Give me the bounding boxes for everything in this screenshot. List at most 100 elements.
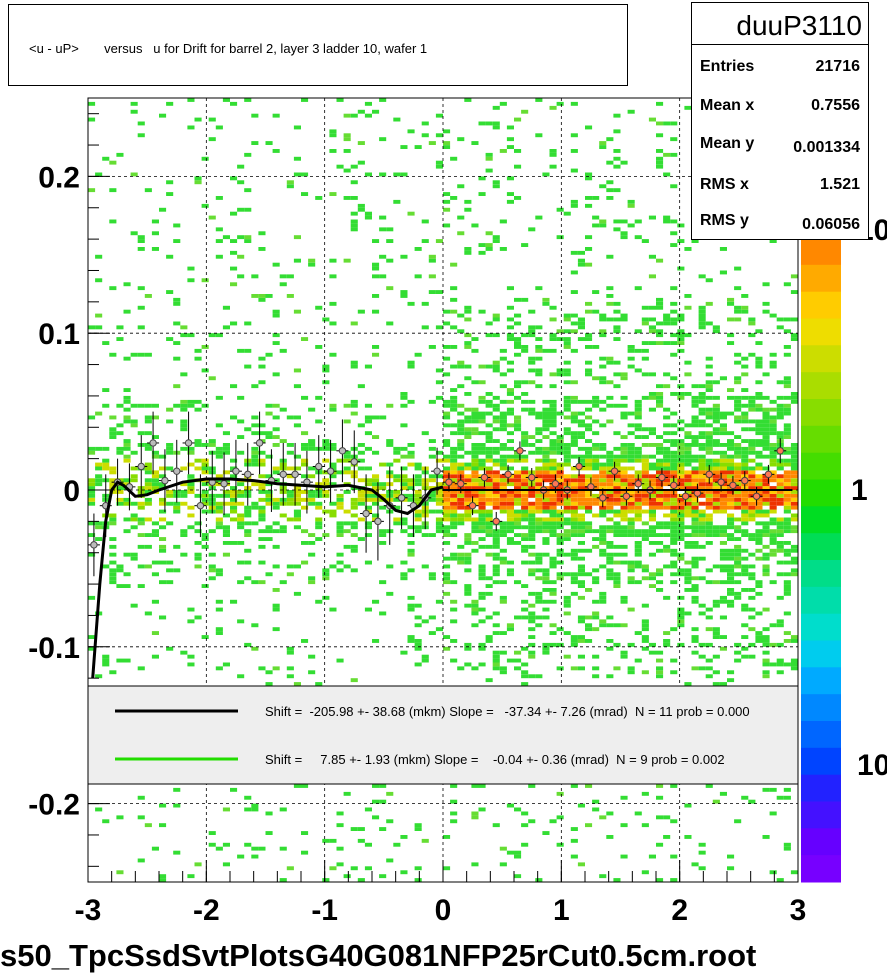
heatmap-cell	[343, 529, 351, 534]
heatmap-cell	[755, 360, 763, 365]
heatmap-cell	[471, 784, 479, 788]
heatmap-cell	[570, 443, 578, 447]
heatmap-cell	[201, 368, 209, 373]
heatmap-cell	[585, 478, 593, 483]
heatmap-cell	[776, 658, 784, 663]
heatmap-cell	[123, 415, 131, 420]
heatmap-cell	[95, 807, 103, 812]
heatmap-cell	[698, 544, 706, 549]
heatmap-cell	[286, 501, 294, 506]
heatmap-cell	[719, 497, 727, 502]
heatmap-cell	[528, 533, 536, 537]
heatmap-cell	[478, 525, 486, 530]
heatmap-cell	[535, 98, 543, 102]
heatmap-cell	[613, 560, 621, 565]
heatmap-cell	[783, 446, 791, 451]
heatmap-cell	[421, 325, 429, 330]
heatmap-cell	[549, 642, 557, 647]
heatmap-cell	[620, 486, 628, 490]
heatmap-cell	[634, 517, 642, 522]
heatmap-cell	[293, 466, 301, 471]
heatmap-cell	[549, 439, 557, 443]
heatmap-cell	[336, 823, 344, 828]
heatmap-cell	[762, 533, 770, 537]
heatmap-cell	[343, 168, 351, 173]
heatmap-cell	[535, 215, 543, 220]
heatmap-cell	[485, 501, 493, 506]
heatmap-cell	[301, 784, 309, 788]
heatmap-cell	[173, 321, 181, 326]
heatmap-cell	[705, 458, 713, 463]
heatmap-cell	[762, 552, 770, 557]
heatmap-cell	[343, 458, 351, 463]
heatmap-cell	[606, 403, 614, 408]
heatmap-cell	[528, 443, 536, 447]
heatmap-cell	[769, 505, 777, 510]
heatmap-cell	[521, 674, 529, 679]
heatmap-cell	[428, 399, 436, 404]
heatmap-cell	[464, 517, 472, 522]
heatmap-cell	[556, 525, 564, 530]
heatmap-cell	[606, 286, 614, 291]
heatmap-cell	[528, 509, 536, 514]
heatmap-cell	[648, 482, 656, 487]
heatmap-cell	[734, 478, 742, 483]
heatmap-cell	[606, 395, 614, 400]
heatmap-cell	[506, 493, 514, 498]
heatmap-cell	[308, 258, 316, 263]
heatmap-cell	[577, 482, 585, 487]
heatmap-cell	[606, 576, 614, 581]
heatmap-cell	[563, 458, 571, 463]
heatmap-cell	[663, 466, 671, 471]
heatmap-cell	[556, 517, 564, 522]
heatmap-cell	[528, 435, 536, 439]
heatmap-cell	[130, 101, 138, 106]
heatmap-cell	[627, 411, 635, 416]
heatmap-cell	[691, 384, 699, 389]
heatmap-cell	[585, 301, 593, 306]
heatmap-cell	[478, 364, 486, 369]
heatmap-cell	[592, 454, 600, 459]
heatmap-cell	[549, 623, 557, 628]
heatmap-cell	[577, 505, 585, 510]
heatmap-cell	[144, 188, 152, 193]
heatmap-cell	[414, 509, 422, 514]
heatmap-cell	[727, 493, 735, 498]
heatmap-cell	[656, 486, 664, 490]
heatmap-cell	[755, 454, 763, 459]
heatmap-cell	[159, 548, 167, 553]
heatmap-cell	[414, 662, 422, 667]
heatmap-cell	[286, 474, 294, 479]
heatmap-cell	[727, 458, 735, 463]
heatmap-cell	[499, 497, 507, 502]
heatmap-cell	[755, 329, 763, 334]
heatmap-cell	[144, 544, 152, 549]
fit-curve-black	[91, 477, 444, 679]
heatmap-cell	[592, 674, 600, 679]
heatmap-cell	[414, 497, 422, 502]
stat-value: 1.521	[819, 176, 860, 193]
heatmap-cell	[315, 517, 323, 522]
heatmap-cell	[727, 580, 735, 585]
heatmap-cell	[776, 325, 784, 330]
heatmap-cell	[450, 450, 458, 455]
heatmap-cell	[492, 666, 500, 671]
heatmap-cell	[634, 403, 642, 408]
heatmap-cell	[705, 439, 713, 443]
heatmap-cell	[606, 466, 614, 471]
heatmap-cell	[485, 478, 493, 483]
heatmap-cell	[386, 439, 394, 443]
heatmap-cell	[407, 635, 415, 639]
heatmap-cell	[577, 556, 585, 561]
heatmap-cell	[244, 576, 252, 581]
heatmap-cell	[379, 486, 387, 490]
heatmap-cell	[783, 329, 791, 334]
heatmap-cell	[88, 482, 96, 487]
heatmap-cell	[159, 501, 167, 506]
heatmap-cell	[599, 423, 607, 428]
heatmap-cell	[357, 501, 365, 506]
heatmap-cell	[535, 439, 543, 443]
heatmap-cell	[656, 450, 664, 455]
heatmap-cell	[535, 337, 543, 341]
